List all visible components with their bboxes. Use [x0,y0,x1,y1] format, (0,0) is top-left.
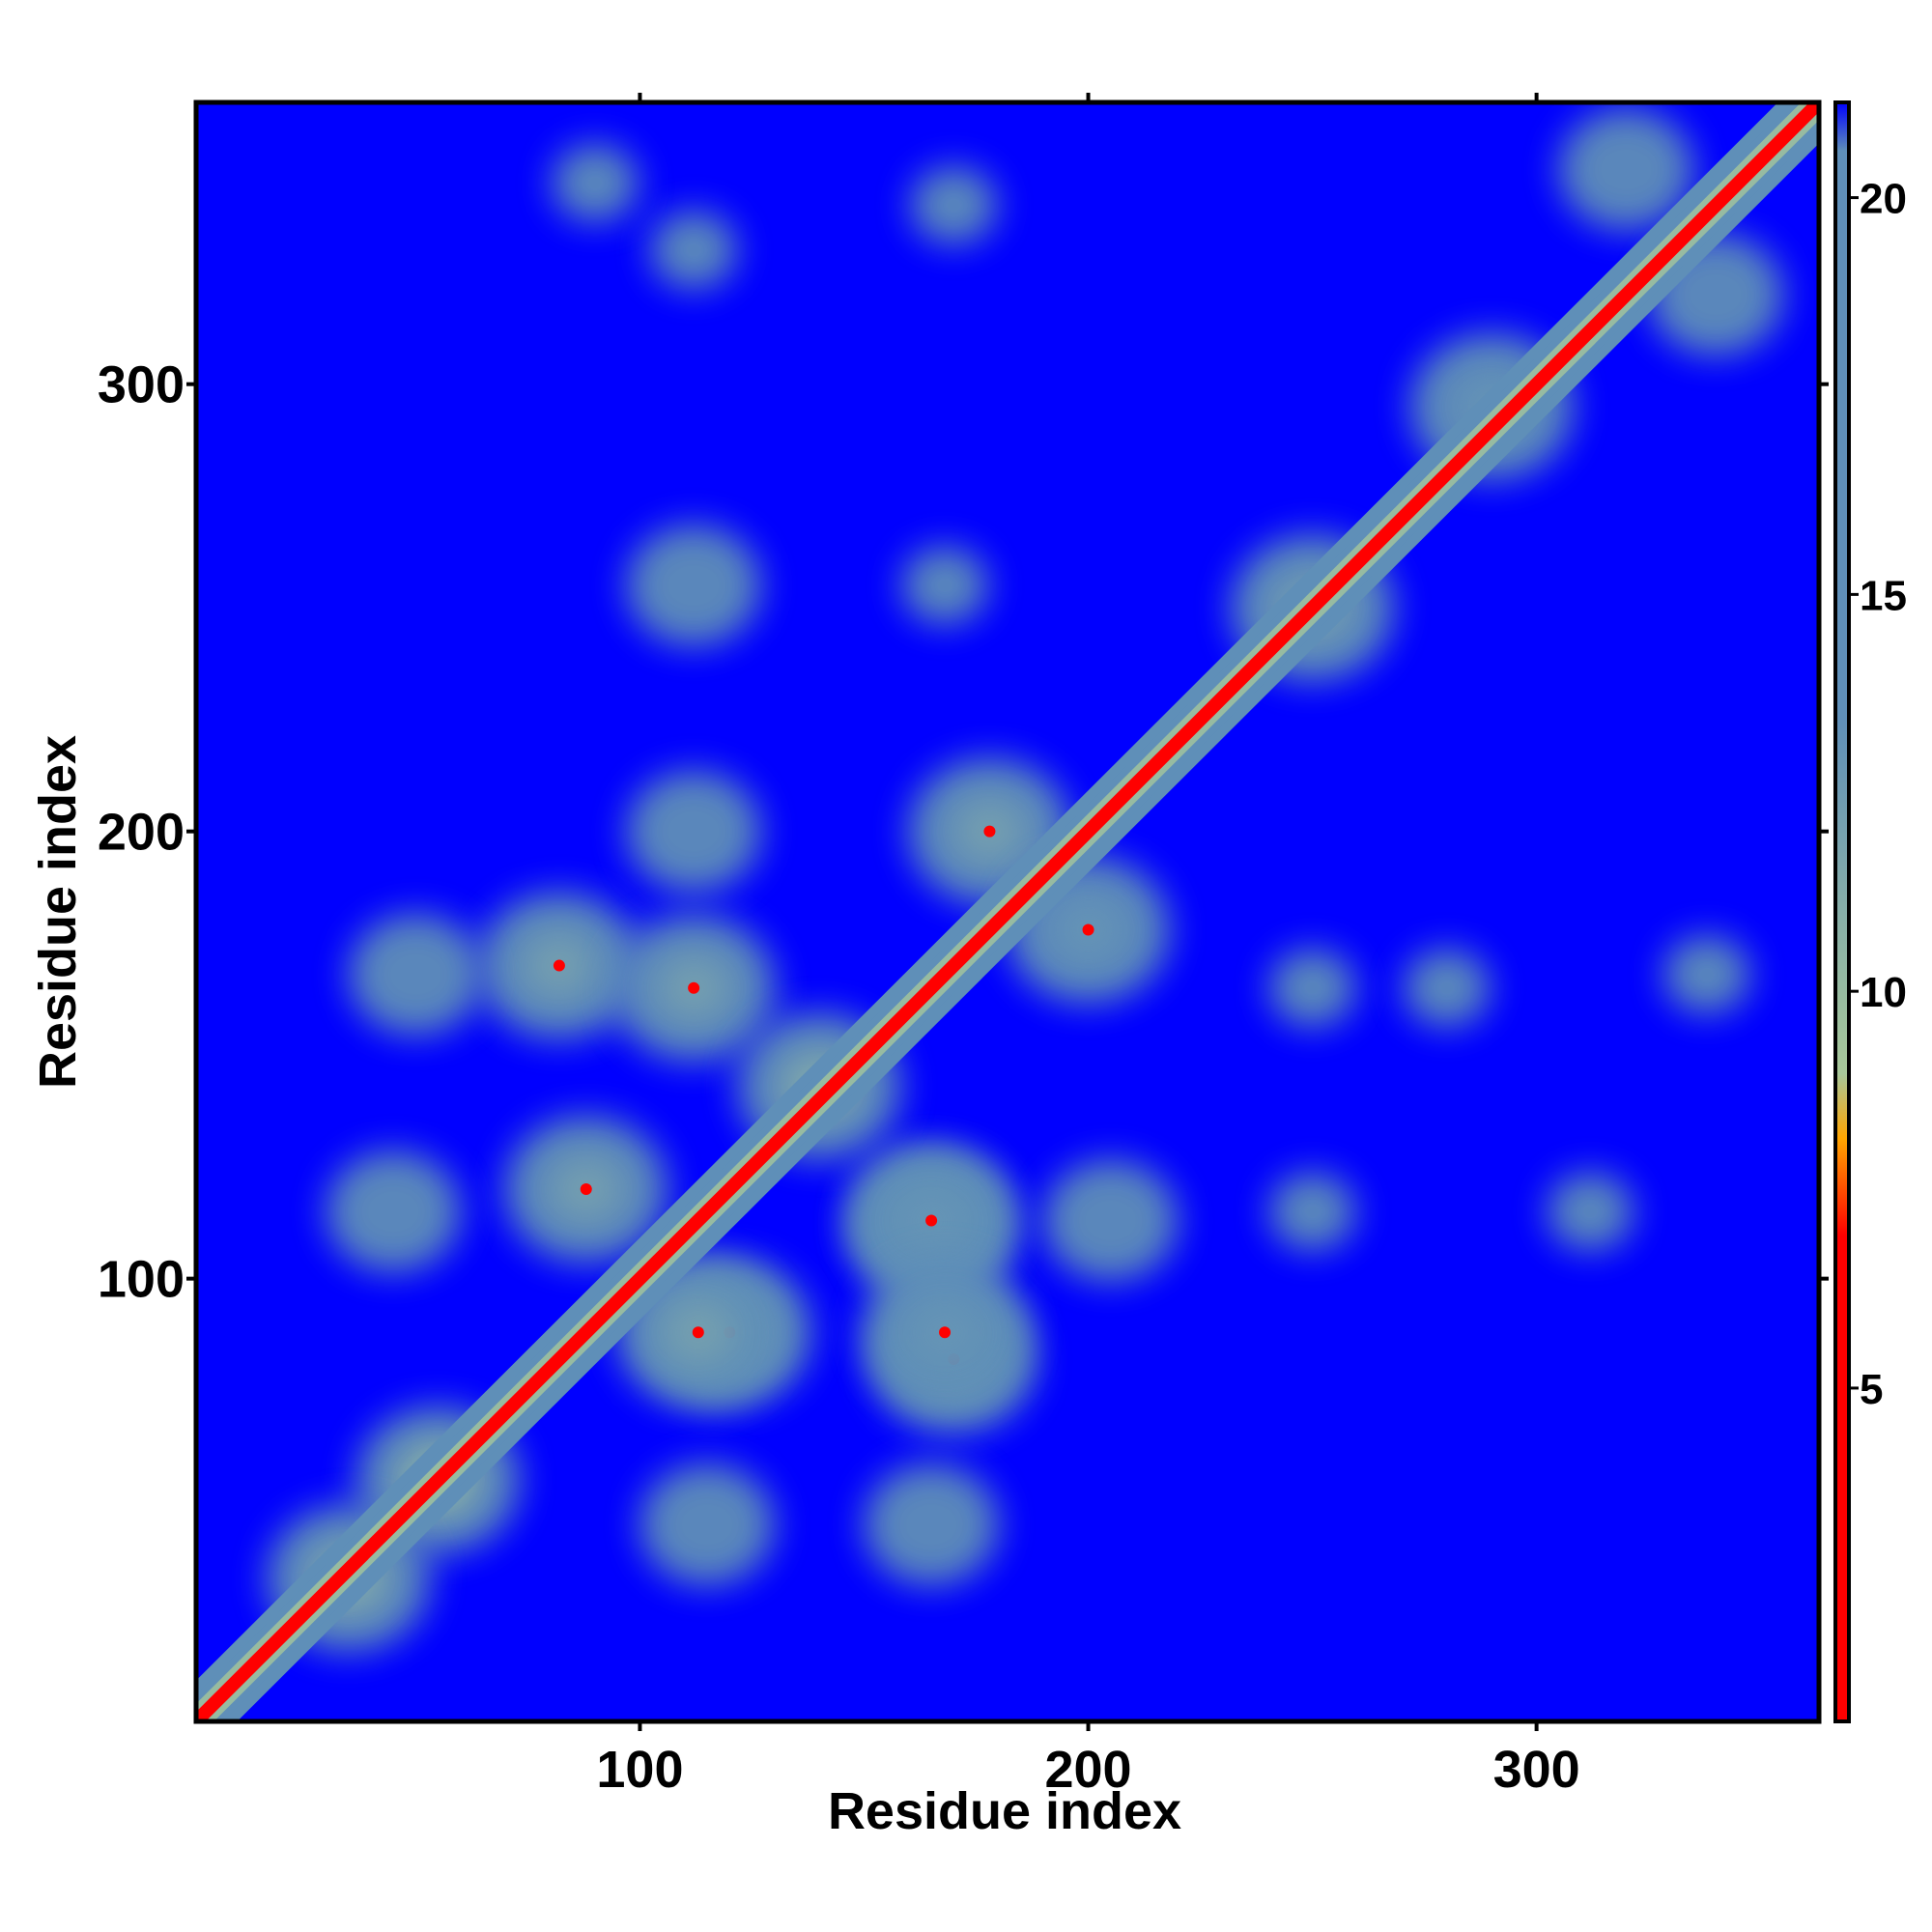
contact-patch [1268,1172,1356,1251]
y-axis-title: Residue index [29,735,87,1089]
contact-patch [552,143,639,222]
contact-patch [1558,108,1694,231]
plot-area [193,99,1822,1724]
colorbar-frame [1833,100,1851,1723]
contact-patch [901,546,989,625]
contact-patch [1268,949,1356,1028]
x-axis-title: Residue index [828,1782,1181,1840]
x-tick-label: 200 [1044,1741,1131,1799]
contact-patch [626,770,762,893]
contact-patch [1547,1172,1634,1251]
contact-patch [1042,1159,1179,1282]
x-tick-label: 100 [596,1741,683,1799]
x-tick-label: 300 [1493,1741,1580,1799]
contact-patch [503,1115,668,1264]
contact-patch [326,1151,462,1273]
colorbar-gradient [1835,102,1849,1721]
diagonal-band [196,102,1819,1721]
contact-patch [626,525,762,647]
contact-patch [1662,935,1750,1014]
colorbar: 5 10 15 20 [1833,100,1907,1723]
colorbar-ticks: 5 10 15 20 [1849,176,1907,1413]
contact-patch [650,211,738,290]
colorbar-tick-label: 20 [1860,176,1907,223]
colorbar-tick-label: 5 [1860,1366,1883,1413]
contact-patch [639,1463,776,1586]
contact-patch [910,165,998,244]
y-axis: 100 200 300 [98,356,1829,1309]
plot-frame [193,99,1822,1724]
x-axis: 100 200 300 [596,93,1580,1799]
contact-patch [348,913,484,1036]
contact-patch [864,1463,1000,1586]
diagonal-line [196,102,1819,1721]
contact-patch [611,914,777,1063]
contact-patch [476,892,641,1040]
colorbar-tick-label: 10 [1860,969,1907,1016]
contact-patch [1403,949,1491,1028]
y-tick-label: 100 [98,1251,185,1309]
contact-patch [863,1258,1028,1406]
y-tick-label: 200 [98,804,185,862]
colorbar-tick-label: 15 [1860,572,1907,619]
contact-patch [849,1146,1014,1294]
y-tick-label: 300 [98,356,185,414]
